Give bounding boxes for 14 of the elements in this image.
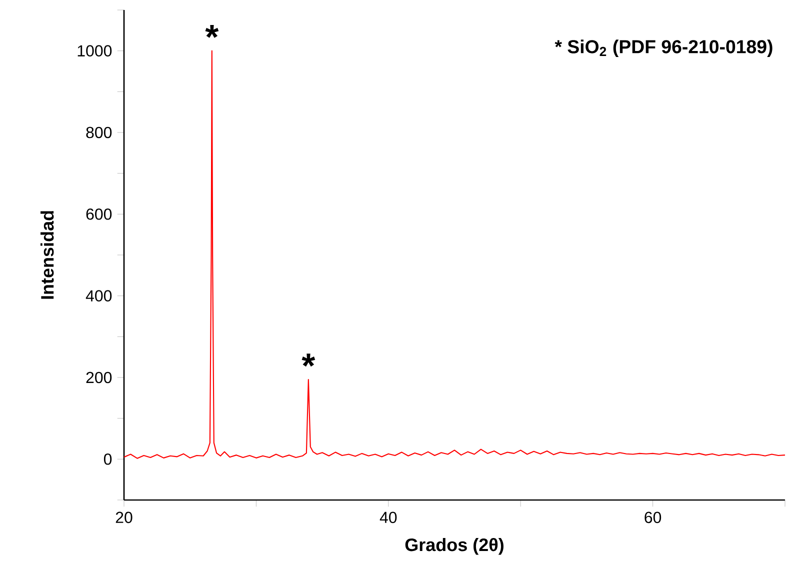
- y-tick-label: 400: [86, 290, 112, 302]
- x-tick-label: 60: [644, 512, 662, 524]
- y-axis-title: Intensidad: [40, 211, 54, 299]
- x-tick-label: 20: [116, 512, 132, 524]
- y-tick-label: 0: [104, 453, 112, 465]
- annotation: * SiO$_{2}$ (PDF 96-210-0189): [554, 40, 772, 57]
- y-tick-label: 1000: [78, 45, 112, 56]
- x-axis-title: Grados (2θ): [405, 538, 504, 555]
- annotation: *: [302, 354, 316, 367]
- annotation: *: [205, 24, 219, 38]
- y-tick-label: 200: [86, 372, 112, 384]
- y-tick-label: 800: [86, 126, 112, 138]
- y-tick-label: 600: [86, 208, 112, 220]
- x-tick-label: 40: [380, 512, 397, 524]
